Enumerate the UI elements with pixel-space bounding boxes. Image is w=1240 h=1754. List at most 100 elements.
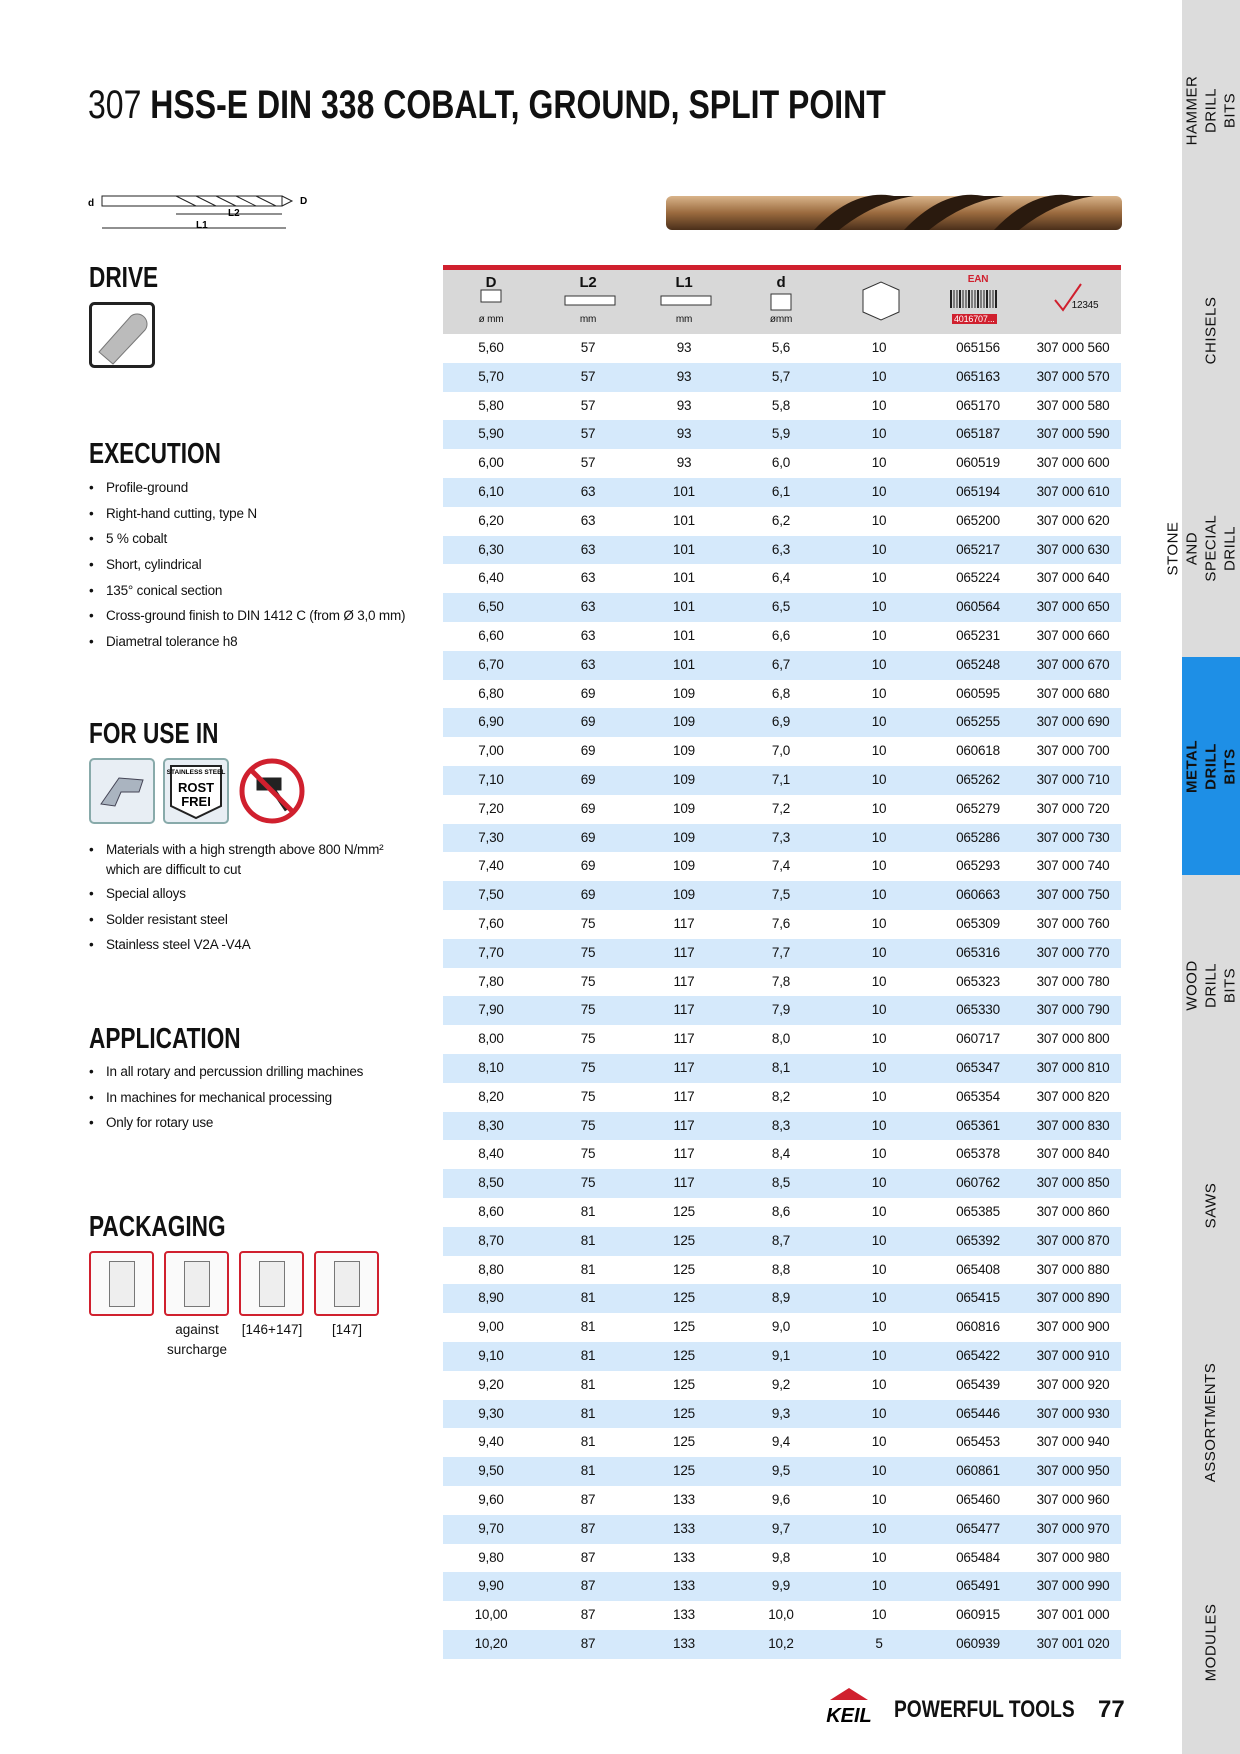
table-cell: 307 000 730 (1036, 829, 1110, 845)
table-cell: 10 (871, 541, 887, 557)
tab-label: HAMMER DRILL BITS (1183, 75, 1239, 145)
table-cell: 69 (580, 714, 596, 730)
table-cell: 065385 (956, 1204, 1000, 1219)
table-cell: 10 (871, 340, 887, 355)
table-cell: 10 (871, 1376, 887, 1392)
drill-photo (666, 194, 1122, 230)
table-cell: 10,20 (474, 1636, 508, 1651)
table-cell: 75 (580, 1175, 596, 1191)
table-cell: 6,7 (771, 656, 791, 672)
table-cell: 307 000 650 (1036, 599, 1110, 615)
table-row (443, 1140, 1121, 1170)
table-cell: 6,8 (771, 685, 791, 701)
table-cell: 065224 (956, 570, 1000, 586)
table-row (443, 506, 1121, 536)
sidebar-tab: HAMMER DRILL BITS (1182, 0, 1240, 220)
header-unit: ø mm (478, 314, 504, 325)
table-row (443, 708, 1121, 738)
table-cell: 307 000 810 (1036, 1060, 1110, 1075)
table-cell: 060663 (956, 887, 1000, 903)
table-cell: 6,2 (771, 512, 791, 528)
table-cell: 065170 (956, 397, 1000, 413)
table-cell: 307 000 890 (1036, 1290, 1110, 1306)
table-cell: 065316 (956, 944, 1000, 960)
bullet-item: Special alloys (89, 886, 186, 901)
table-cell: 117 (673, 916, 695, 931)
table-cell: 8,7 (771, 1232, 791, 1248)
table-cell: 81 (580, 1204, 596, 1219)
table-cell: 065156 (956, 340, 1000, 355)
table-cell: 10 (871, 368, 887, 384)
table-cell: 307 000 680 (1036, 685, 1110, 701)
table-cell: 8,40 (478, 1146, 504, 1162)
table-row (443, 1486, 1121, 1515)
table-cell: 6,90 (478, 714, 504, 730)
table-cell: 060717 (956, 1031, 1000, 1047)
header-unit: 4016707... (952, 314, 997, 324)
table-cell: 75 (580, 1002, 596, 1018)
table-cell: 69 (580, 685, 596, 701)
table-cell: 307 000 740 (1036, 858, 1110, 874)
table-cell: 133 (673, 1578, 695, 1594)
sidebar-tab: SAWS (1182, 1095, 1240, 1315)
table-cell: 81 (580, 1348, 596, 1363)
packaging-caption: [147] (331, 1322, 363, 1337)
table-cell: 109 (673, 887, 695, 903)
table-cell: 307 000 850 (1036, 1175, 1110, 1191)
header-label: L1 (675, 274, 693, 291)
table-cell: 75 (580, 973, 596, 989)
packaging-shape (109, 1261, 135, 1307)
table-row (443, 362, 1121, 392)
table-cell: 060519 (956, 455, 1000, 471)
table-cell: 87 (580, 1607, 596, 1623)
table-cell: 10 (871, 743, 887, 759)
table-cell: 9,3 (771, 1405, 791, 1421)
tab-label: WOOD DRILL BITS (1183, 959, 1239, 1011)
table-cell: 75 (580, 1117, 596, 1133)
table-row (443, 391, 1121, 421)
table-cell: 6,5 (771, 599, 791, 615)
table-cell: 101 (673, 541, 695, 557)
table-cell: 060564 (956, 599, 1000, 615)
table-row (443, 1572, 1121, 1602)
header-unit: ømm (769, 314, 793, 325)
table-row (443, 650, 1121, 680)
table-row (443, 910, 1121, 939)
table-cell: 117 (673, 1031, 695, 1047)
table-cell: 7,3 (771, 829, 791, 845)
table-cell: 87 (580, 1578, 596, 1594)
table-cell: 9,70 (478, 1520, 504, 1536)
bullet-item: 5 % cobalt (89, 531, 167, 546)
table-cell: 9,90 (478, 1578, 504, 1594)
table-row (443, 938, 1121, 968)
table-cell: 8,80 (478, 1261, 504, 1277)
table-cell: 93 (676, 368, 692, 384)
table-cell: 065248 (956, 656, 1000, 672)
table-cell: 5,60 (478, 340, 504, 355)
tab-label: STONE AND SPECIAL DRILL BITS (1164, 514, 1239, 582)
table-cell: 065286 (956, 829, 1000, 845)
table-cell: 10 (871, 714, 887, 730)
use-icons: STAINLESS STEEL ROST FREI (89, 758, 305, 824)
table-row (443, 1226, 1121, 1256)
table-row (443, 881, 1121, 910)
tab-label: METAL DRILL BITS (1183, 739, 1239, 793)
table-cell: 10 (871, 1290, 887, 1306)
table-cell: 69 (580, 829, 596, 845)
table-cell: 10 (871, 1434, 887, 1450)
table-cell: 101 (673, 656, 695, 672)
table-cell: 69 (580, 858, 596, 874)
table-cell: 8,2 (771, 1088, 791, 1104)
table-cell: 69 (580, 772, 596, 787)
table-cell: 6,1 (771, 484, 791, 499)
table-cell: 133 (673, 1549, 695, 1565)
table-cell: 10,2 (768, 1636, 794, 1651)
table-cell: 065187 (956, 426, 1000, 442)
title-number: 307 (88, 83, 142, 127)
table-cell: 307 000 690 (1036, 714, 1110, 730)
table-cell: 109 (673, 772, 695, 787)
table-cell: 87 (580, 1492, 596, 1507)
table-row (443, 1025, 1121, 1054)
table-cell: 7,8 (771, 973, 791, 989)
table-cell: 75 (580, 916, 596, 931)
